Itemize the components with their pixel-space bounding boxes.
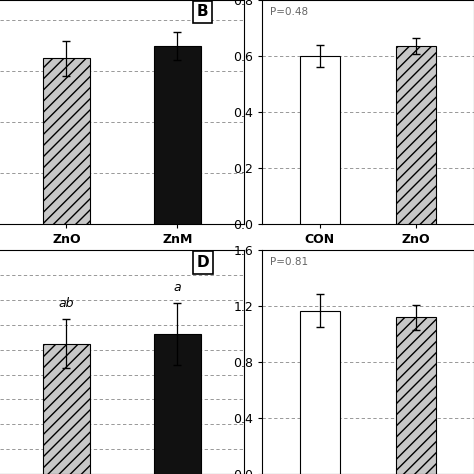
Text: D: D [196,255,209,270]
Bar [154,46,201,224]
Bar [300,310,340,474]
Text: P=0.81: P=0.81 [271,257,309,267]
Text: P=0.48: P=0.48 [271,7,309,17]
Bar [396,46,437,224]
Bar [300,56,340,224]
Bar [43,58,90,224]
Text: ab: ab [59,297,74,310]
Bar [43,344,90,474]
Text: a: a [173,281,181,293]
Text: B: B [197,4,209,19]
Bar [154,334,201,474]
Bar [396,318,437,474]
